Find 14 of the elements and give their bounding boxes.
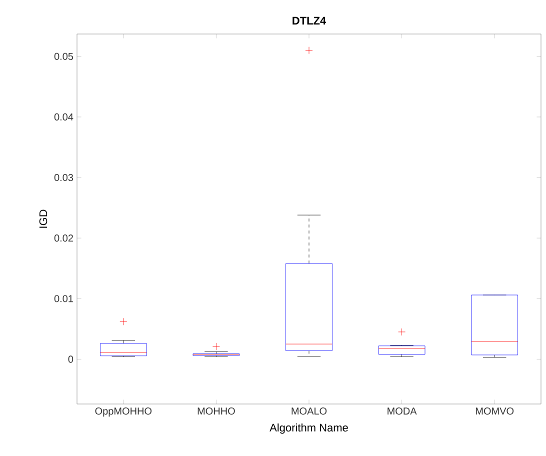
x-tick-label: MOMVO: [476, 408, 514, 415]
y-tick-label: 0.02: [54, 234, 73, 242]
y-tick-label: 0: [68, 356, 74, 363]
x-axis-title: Algorithm Name: [270, 423, 348, 434]
x-tick-label: OppMOHHO: [95, 408, 152, 417]
x-tick-label: MOHHO: [198, 408, 235, 415]
y-tick-label: 0.05: [54, 52, 74, 60]
y-axis-title: IGD: [39, 210, 48, 228]
y-tick-label: 0.04: [54, 113, 74, 120]
chart-title: DTLZ4: [292, 16, 326, 24]
y-tick-label: 0.03: [54, 174, 74, 182]
x-tick-label: MODA: [388, 408, 417, 415]
y-tick-label: 0.01: [54, 295, 73, 302]
x-tick-label: MOALO: [292, 408, 327, 415]
